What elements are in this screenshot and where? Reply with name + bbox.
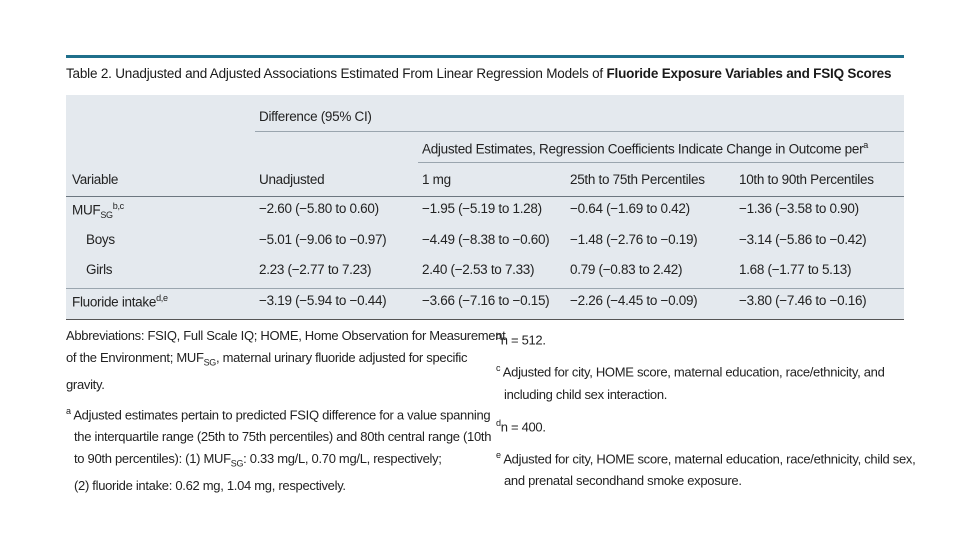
footnote-b: bn = 512. — [496, 325, 896, 351]
cell-per-mg: 2.40 (−2.53 to 7.33) — [422, 262, 535, 277]
cell-25-75: −0.64 (−1.69 to 0.42) — [570, 201, 690, 216]
header-rule-adjusted — [418, 162, 904, 163]
footnote-d-text: n = 400. — [500, 418, 546, 434]
footnote-a-text: Adjusted estimates pertain to predicted … — [70, 406, 491, 422]
footnote-c-line2: including child sex interaction. — [504, 386, 668, 402]
footnote-a-line1: a Adjusted estimates pertain to predicte… — [66, 400, 491, 426]
footnote-a-text: to 90th percentiles): (1) MUF — [74, 450, 231, 466]
header-rule-difference — [255, 131, 904, 132]
footnote-a-line3: to 90th percentiles): (1) MUFSG: 0.33 mg… — [66, 448, 476, 475]
title-bold: Fluoride Exposure Variables and FSIQ Sco… — [606, 66, 892, 81]
footnote-c-mark: c — [496, 363, 501, 374]
row-var-fluoride-intake: Fluoride intaked,e — [72, 293, 168, 310]
abbr-text: , maternal urinary fluoride adjusted for… — [216, 350, 468, 365]
footnote-b-mark: b — [496, 331, 501, 341]
abbr-sub: SG — [203, 357, 217, 368]
footnotes-right: bn = 512. c Adjusted for city, HOME scor… — [496, 325, 916, 492]
footnote-e-line2: and prenatal secondhand smoke exposure. — [504, 473, 742, 489]
cell-25-75: −1.48 (−2.76 to −0.19) — [570, 232, 698, 247]
cell-unadjusted: −2.60 (−5.80 to 0.60) — [259, 201, 379, 216]
footnotes-left: Abbreviations: FSIQ, Full Scale IQ; HOME… — [66, 325, 506, 497]
header-adjusted-sup: a — [863, 140, 869, 150]
header-rule-main — [66, 196, 904, 197]
header-adjusted-text: Adjusted Estimates, Regression Coefficie… — [422, 141, 864, 157]
row-var-girls: Girls — [86, 262, 113, 277]
row-rule-fluoride — [66, 288, 904, 289]
cell-10-90: −3.80 (−7.46 to −0.16) — [739, 293, 867, 308]
footnote-abbr-line2: of the Environment; MUFSG, maternal urin… — [66, 347, 476, 374]
footnote-e-line1: e Adjusted for city, HOME score, materna… — [496, 444, 916, 470]
header-variable: Variable — [72, 172, 119, 187]
var-sup: d,e — [156, 293, 168, 303]
row-var-boys: Boys — [86, 232, 115, 247]
header-difference: Difference (95% CI) — [259, 109, 372, 124]
results-table — [66, 95, 904, 319]
footnote-b-text: n = 512. — [500, 332, 546, 348]
cell-10-90: −3.14 (−5.86 to −0.42) — [739, 232, 867, 247]
header-25-75: 25th to 75th Percentiles — [570, 172, 705, 187]
var-sup: b,c — [112, 201, 124, 211]
cell-per-mg: −3.66 (−7.16 to −0.15) — [422, 293, 550, 308]
var-sub: SG — [100, 210, 113, 221]
footnote-a-line4: (2) fluoride intake: 0.62 mg, 1.04 mg, r… — [74, 477, 346, 493]
title-accent-bar — [66, 55, 904, 58]
var-label: MUF — [72, 202, 101, 218]
header-10-90: 10th to 90th Percentiles — [739, 172, 874, 187]
footnote-abbr-line1: Abbreviations: FSIQ, Full Scale IQ; HOME… — [66, 328, 506, 343]
cell-per-mg: −1.95 (−5.19 to 1.28) — [422, 201, 542, 216]
cell-10-90: −1.36 (−3.58 to 0.90) — [739, 201, 859, 216]
cell-unadjusted: −5.01 (−9.06 to −0.97) — [259, 232, 387, 247]
footnote-a-text: : 0.33 mg/L, 0.70 mg/L, respectively; — [243, 450, 442, 466]
header-adjusted-group: Adjusted Estimates, Regression Coefficie… — [422, 140, 868, 157]
row-var-mufsg: MUFSGb,c — [72, 201, 124, 220]
var-label: Fluoride intake — [72, 294, 157, 310]
footnote-d-mark: d — [496, 417, 501, 428]
table-title: Table 2. Unadjusted and Adjusted Associa… — [66, 66, 891, 81]
header-unadjusted: Unadjusted — [259, 172, 325, 187]
footnote-abbr-line3: gravity. — [66, 376, 105, 392]
footnote-d: dn = 400. — [496, 412, 896, 438]
cell-10-90: 1.68 (−1.77 to 5.13) — [739, 262, 852, 277]
footnote-c-line1: c Adjusted for city, HOME score, materna… — [496, 357, 896, 383]
footnote-a-sub: SG — [230, 458, 244, 469]
footnote-e-mark: e — [496, 449, 501, 460]
footnote-c-text: Adjusted for city, HOME score, maternal … — [500, 364, 885, 380]
footnote-a-mark: a — [66, 405, 71, 416]
header-per-mg: 1 mg — [422, 172, 451, 187]
cell-per-mg: −4.49 (−8.38 to −0.60) — [422, 232, 550, 247]
abbr-text: of the Environment; MUF — [66, 350, 204, 365]
footnote-a-line2: the interquartile range (25th to 75th pe… — [74, 428, 492, 444]
title-prefix: Table 2. Unadjusted and Adjusted Associa… — [66, 66, 607, 81]
cell-25-75: 0.79 (−0.83 to 2.42) — [570, 262, 683, 277]
footnote-e-text: Adjusted for city, HOME score, maternal … — [500, 451, 916, 467]
cell-unadjusted: 2.23 (−2.77 to 7.23) — [259, 262, 372, 277]
cell-25-75: −2.26 (−4.45 to −0.09) — [570, 293, 698, 308]
cell-unadjusted: −3.19 (−5.94 to −0.44) — [259, 293, 387, 308]
table-bottom-rule — [66, 319, 904, 320]
